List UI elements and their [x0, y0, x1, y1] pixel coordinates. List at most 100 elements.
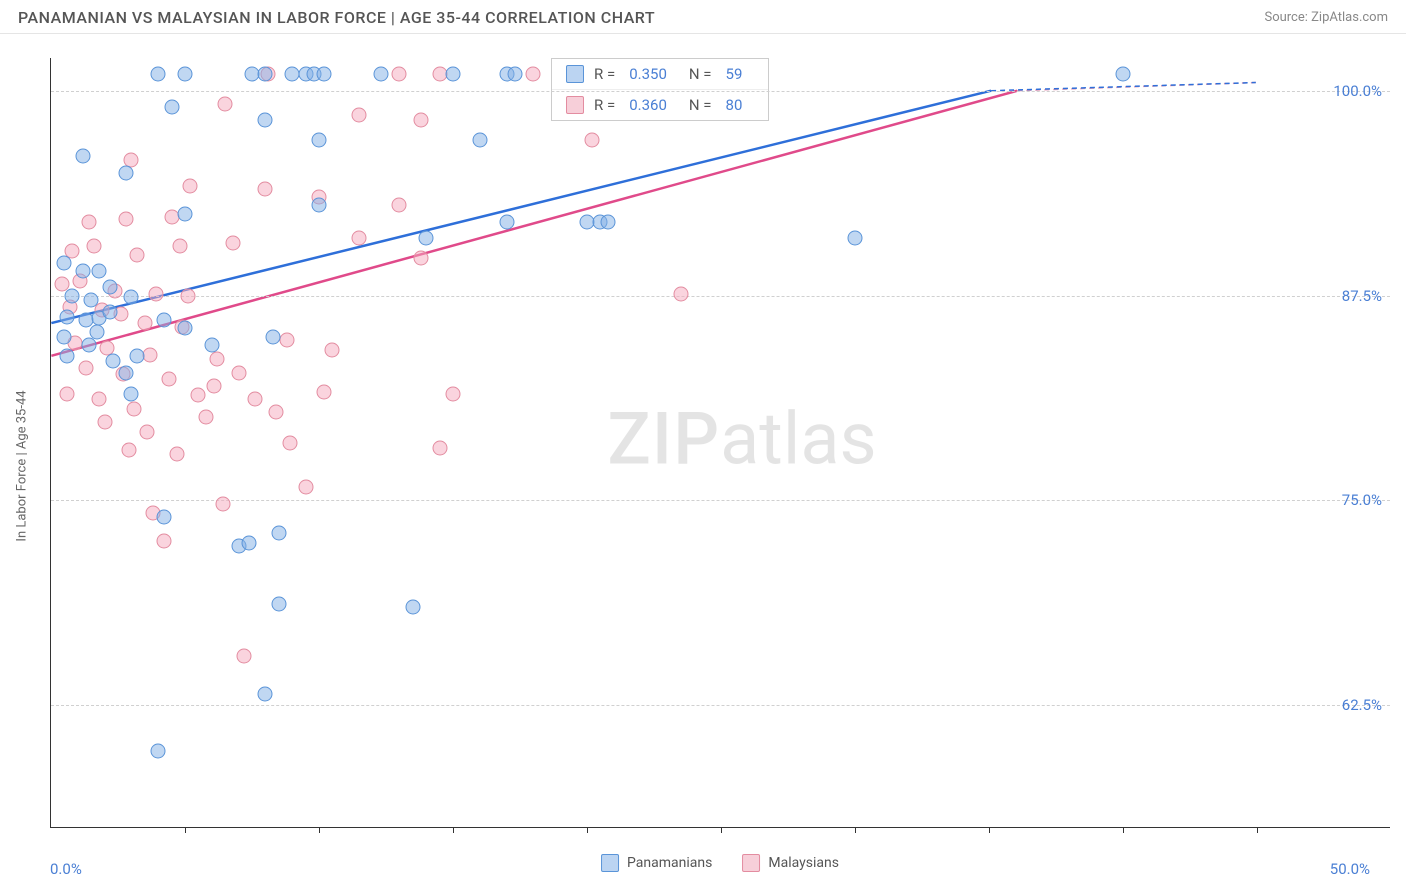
- scatter-point-panamanian: [119, 365, 134, 380]
- watermark: ZIPatlas: [607, 396, 876, 481]
- scatter-point-panamanian: [258, 113, 273, 128]
- scatter-point-panamanian: [156, 509, 171, 524]
- stat-r-value-b: 0.360: [629, 96, 667, 114]
- watermark-zip: ZIP: [607, 396, 720, 481]
- gridline: [51, 296, 1390, 297]
- scatter-point-malaysian: [172, 239, 187, 254]
- scatter-point-panamanian: [156, 313, 171, 328]
- scatter-point-malaysian: [127, 401, 142, 416]
- stats-row-b: R = 0.360 N = 80: [552, 89, 768, 120]
- legend-item-b: Malaysians: [742, 854, 839, 872]
- x-tick: [855, 827, 856, 833]
- scatter-point-malaysian: [60, 386, 75, 401]
- scatter-point-malaysian: [191, 388, 206, 403]
- scatter-point-panamanian: [242, 535, 257, 550]
- scatter-point-malaysian: [226, 236, 241, 251]
- gridline: [51, 705, 1390, 706]
- scatter-point-panamanian: [105, 354, 120, 369]
- scatter-point-malaysian: [236, 648, 251, 663]
- scatter-point-malaysian: [325, 342, 340, 357]
- x-tick: [319, 827, 320, 833]
- x-axis-labels: 0.0% Panamanians Malaysians 50.0%: [50, 836, 1390, 886]
- scatter-point-malaysian: [413, 250, 428, 265]
- scatter-point-panamanian: [499, 214, 514, 229]
- scatter-point-panamanian: [60, 349, 75, 364]
- scatter-point-panamanian: [57, 329, 72, 344]
- stat-n-label: N =: [689, 65, 712, 83]
- scatter-plot: R = 0.350 N = 59 R = 0.360 N = 80 ZIPatl…: [50, 58, 1390, 828]
- scatter-point-malaysian: [352, 108, 367, 123]
- scatter-point-malaysian: [140, 424, 155, 439]
- scatter-point-malaysian: [137, 316, 152, 331]
- scatter-point-panamanian: [76, 263, 91, 278]
- scatter-point-malaysian: [119, 211, 134, 226]
- scatter-point-malaysian: [298, 480, 313, 495]
- scatter-point-panamanian: [312, 132, 327, 147]
- scatter-point-malaysian: [183, 178, 198, 193]
- x-tick: [721, 827, 722, 833]
- scatter-point-panamanian: [102, 304, 117, 319]
- scatter-point-panamanian: [178, 67, 193, 82]
- scatter-point-malaysian: [180, 288, 195, 303]
- scatter-point-panamanian: [178, 321, 193, 336]
- scatter-point-panamanian: [57, 255, 72, 270]
- stats-box: R = 0.350 N = 59 R = 0.360 N = 80: [551, 58, 769, 121]
- x-label-right: 50.0%: [1330, 860, 1370, 878]
- x-tick: [587, 827, 588, 833]
- scatter-point-panamanian: [92, 263, 107, 278]
- swatch-blue-icon: [601, 854, 619, 872]
- x-tick: [185, 827, 186, 833]
- gridline: [51, 91, 1390, 92]
- scatter-point-panamanian: [317, 67, 332, 82]
- stat-n-label: N =: [689, 96, 712, 114]
- gridline: [51, 500, 1390, 501]
- scatter-point-panamanian: [84, 293, 99, 308]
- chart-area: In Labor Force | Age 35-44 R = 0.350 N =…: [0, 40, 1406, 892]
- scatter-point-panamanian: [271, 526, 286, 541]
- scatter-point-malaysian: [210, 352, 225, 367]
- scatter-point-panamanian: [405, 599, 420, 614]
- scatter-point-malaysian: [392, 198, 407, 213]
- scatter-point-malaysian: [161, 372, 176, 387]
- legend: Panamanians Malaysians: [601, 854, 839, 872]
- x-tick: [453, 827, 454, 833]
- scatter-point-panamanian: [124, 386, 139, 401]
- scatter-point-panamanian: [124, 290, 139, 305]
- scatter-point-malaysian: [585, 132, 600, 147]
- scatter-point-panamanian: [258, 67, 273, 82]
- swatch-blue-icon: [566, 65, 584, 83]
- scatter-point-malaysian: [673, 286, 688, 301]
- scatter-point-panamanian: [446, 67, 461, 82]
- scatter-point-malaysian: [86, 239, 101, 254]
- y-tick-label: 75.0%: [1342, 491, 1382, 509]
- scatter-point-malaysian: [446, 386, 461, 401]
- scatter-point-malaysian: [317, 385, 332, 400]
- scatter-point-malaysian: [279, 332, 294, 347]
- scatter-point-panamanian: [373, 67, 388, 82]
- scatter-point-malaysian: [526, 67, 541, 82]
- scatter-point-malaysian: [97, 414, 112, 429]
- scatter-point-panamanian: [119, 165, 134, 180]
- scatter-point-malaysian: [258, 182, 273, 197]
- scatter-point-malaysian: [143, 347, 158, 362]
- y-axis-label: In Labor Force | Age 35-44: [15, 390, 30, 541]
- scatter-point-panamanian: [164, 100, 179, 115]
- scatter-point-panamanian: [102, 280, 117, 295]
- scatter-point-malaysian: [282, 436, 297, 451]
- scatter-point-panamanian: [178, 206, 193, 221]
- chart-title: PANAMANIAN VS MALAYSIAN IN LABOR FORCE |…: [18, 8, 655, 27]
- y-tick-label: 87.5%: [1342, 287, 1382, 305]
- stat-r-label: R =: [594, 96, 615, 114]
- scatter-point-panamanian: [60, 309, 75, 324]
- scatter-point-malaysian: [169, 447, 184, 462]
- chart-source: Source: ZipAtlas.com: [1264, 10, 1388, 25]
- scatter-point-panamanian: [204, 337, 219, 352]
- scatter-point-malaysian: [215, 496, 230, 511]
- y-tick-label: 62.5%: [1342, 696, 1382, 714]
- stat-r-label: R =: [594, 65, 615, 83]
- scatter-point-panamanian: [65, 288, 80, 303]
- scatter-point-panamanian: [76, 149, 91, 164]
- scatter-point-malaysian: [148, 286, 163, 301]
- watermark-atlas: atlas: [720, 396, 877, 481]
- scatter-point-malaysian: [413, 113, 428, 128]
